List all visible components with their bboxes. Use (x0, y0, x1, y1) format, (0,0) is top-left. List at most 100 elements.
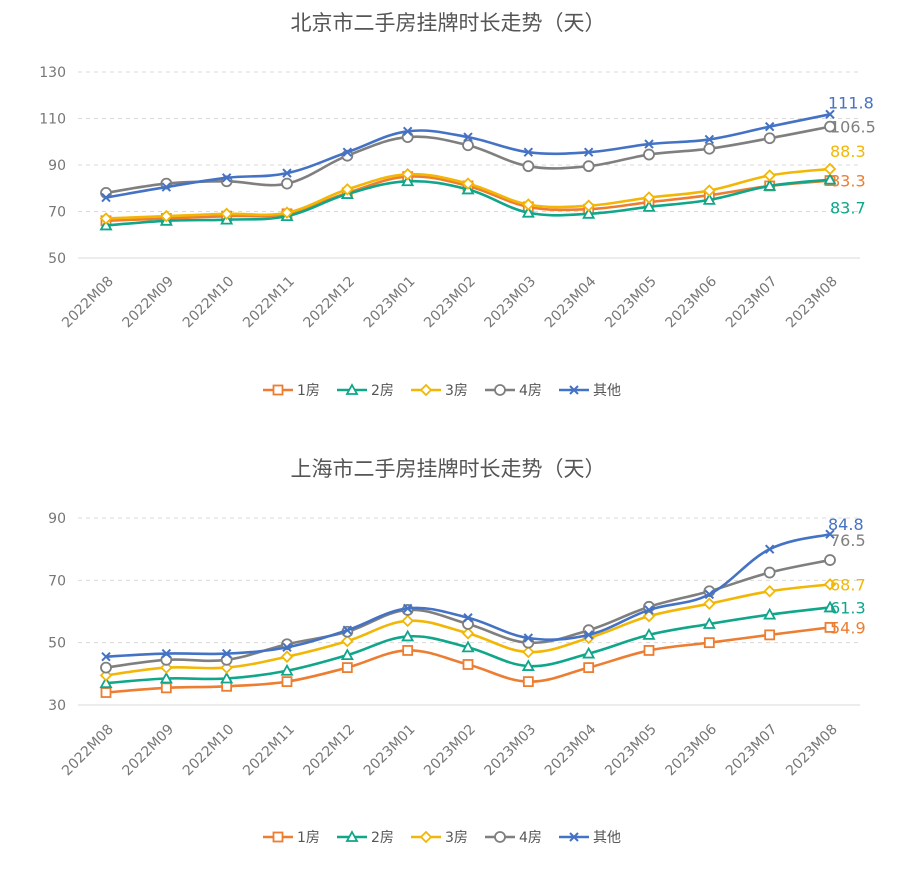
data-point (582, 160, 595, 173)
data-point (763, 132, 776, 145)
series-4房: 106.5 (100, 118, 876, 199)
data-point (402, 645, 414, 656)
data-point (763, 584, 776, 598)
data-point (221, 648, 232, 659)
data-label: 83.3 (830, 172, 866, 191)
data-point (341, 183, 354, 196)
data-point (702, 193, 716, 205)
legend-item-3房[interactable]: 3房 (411, 383, 468, 399)
chart-0: 北京市二手房挂牌时长走势（天） 50 70 90 110 130 2022M08 2022M0… (39, 11, 876, 399)
data-point (281, 676, 293, 688)
y-tick-label: 30 (48, 698, 66, 714)
legend-item-2房[interactable]: 2房 (337, 830, 394, 846)
data-point (282, 168, 292, 178)
legend-label: 4房 (519, 383, 542, 399)
y-tick-label: 50 (48, 251, 66, 267)
legend-item-1房[interactable]: 1房 (263, 830, 320, 846)
legend-item-4房[interactable]: 4房 (485, 383, 542, 399)
data-label: 88.3 (830, 142, 866, 161)
x-tick-label: 2022M09 (120, 274, 178, 332)
x-tick-label: 2023M08 (783, 722, 841, 780)
data-point (522, 645, 535, 659)
legend-item-2房[interactable]: 2房 (337, 383, 394, 399)
x-tick-label: 2022M11 (240, 722, 298, 780)
data-label: 111.8 (828, 93, 874, 112)
data-point (462, 139, 474, 152)
data-point (523, 147, 534, 157)
series-2房: 83.7 (99, 172, 866, 231)
data-point (823, 172, 837, 185)
legend-item-其他[interactable]: 其他 (559, 830, 621, 846)
x-tick-label: 2022M10 (180, 722, 238, 780)
legend-marker (494, 384, 506, 396)
x-tick-label: 2022M11 (240, 274, 298, 332)
data-point (342, 147, 353, 157)
data-point (340, 648, 354, 661)
data-point (583, 630, 594, 640)
y-tick-label: 90 (48, 511, 66, 527)
x-tick-label: 2022M12 (301, 722, 359, 780)
series-其他: 84.8 (101, 515, 864, 662)
data-point (763, 607, 777, 620)
data-point (521, 659, 535, 671)
chart-title: 北京市二手房挂牌时长走势（天） (291, 11, 606, 35)
data-point (582, 199, 595, 212)
legend-marker (345, 830, 359, 842)
data-point (101, 192, 111, 203)
data-point (703, 142, 716, 155)
data-point (764, 629, 776, 641)
data-label: 68.7 (830, 575, 866, 594)
data-point (463, 132, 473, 142)
data-point (702, 617, 716, 629)
legend-label: 1房 (297, 383, 320, 399)
x-tick-label: 2023M01 (361, 722, 419, 780)
legend-item-3房[interactable]: 3房 (411, 830, 468, 846)
data-point (220, 671, 234, 684)
data-point (281, 177, 293, 190)
x-tick-label: 2023M03 (482, 722, 540, 780)
x-tick-label: 2023M02 (421, 274, 479, 332)
data-point (644, 605, 654, 615)
legend-item-1房[interactable]: 1房 (263, 383, 320, 399)
data-point (280, 663, 294, 676)
data-point (763, 169, 776, 182)
data-point (582, 206, 596, 219)
data-point (825, 529, 835, 539)
data-point (341, 662, 353, 673)
series-3房: 88.3 (99, 142, 866, 225)
data-point (523, 633, 534, 643)
legend-item-4房[interactable]: 4房 (485, 830, 542, 846)
data-point (280, 206, 294, 219)
data-point (703, 637, 715, 649)
data-point (704, 134, 715, 145)
data-point (643, 645, 655, 656)
data-point (823, 162, 837, 176)
legend-marker (419, 830, 433, 844)
y-tick-label: 70 (48, 573, 66, 589)
data-point (461, 627, 475, 640)
x-tick-label: 2023M01 (361, 274, 419, 332)
legend-item-其他[interactable]: 其他 (559, 383, 621, 399)
data-point (401, 614, 414, 628)
data-point (161, 648, 172, 659)
data-point (642, 191, 656, 204)
y-tick-label: 110 (39, 112, 66, 128)
data-point (644, 139, 654, 149)
data-point (704, 589, 715, 600)
x-tick-label: 2023M04 (542, 273, 600, 331)
data-point (823, 600, 837, 613)
data-point (763, 566, 776, 579)
x-tick-label: 2023M07 (723, 722, 781, 780)
legend-marker (569, 385, 579, 395)
data-point (463, 613, 473, 623)
series-3房: 68.7 (99, 575, 866, 682)
legend-marker (569, 832, 579, 842)
data-point (401, 174, 415, 187)
data-label: 106.5 (830, 118, 876, 137)
data-point (341, 634, 354, 648)
y-tick-label: 90 (48, 158, 66, 174)
x-tick-label: 2023M03 (482, 274, 540, 332)
legend-label: 4房 (519, 830, 542, 846)
